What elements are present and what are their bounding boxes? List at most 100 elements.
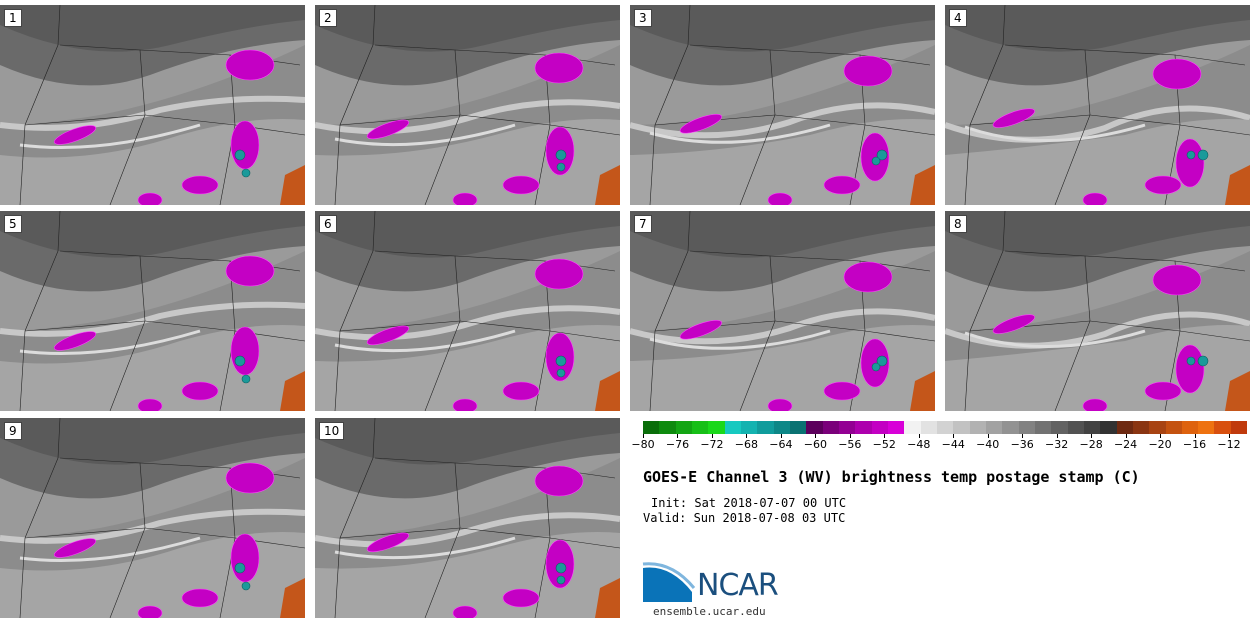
colorbar-tick-label: −64 bbox=[769, 438, 793, 451]
colorbar-tick-mark bbox=[643, 434, 644, 438]
colorbar bbox=[643, 421, 1248, 434]
wv-map bbox=[945, 5, 1250, 205]
colorbar-tick-mark bbox=[884, 434, 886, 438]
colorbar-swatch bbox=[887, 421, 905, 434]
colorbar-swatch bbox=[953, 421, 970, 434]
colorbar-swatch bbox=[1083, 421, 1101, 434]
colorbar-swatch bbox=[773, 421, 790, 434]
panel-label: 9 bbox=[4, 422, 22, 440]
stamp-panel: 1 bbox=[0, 5, 305, 205]
colorbar-swatch bbox=[1116, 421, 1133, 434]
panel-label: 3 bbox=[634, 9, 652, 27]
colorbar-tick-label: −20 bbox=[1148, 438, 1172, 451]
colorbar-tick-mark bbox=[677, 434, 679, 438]
colorbar-swatch bbox=[1002, 421, 1019, 434]
colorbar-swatch bbox=[1034, 421, 1052, 434]
panel-label: 4 bbox=[949, 9, 967, 27]
wv-map bbox=[315, 211, 620, 411]
colorbar-swatch bbox=[1165, 421, 1182, 434]
colorbar-tick-mark bbox=[918, 434, 920, 438]
stamp-panel: 3 bbox=[630, 5, 935, 205]
colorbar-tick-mark bbox=[1229, 434, 1230, 438]
wv-map bbox=[315, 5, 620, 205]
colorbar-tick-label: −76 bbox=[665, 438, 690, 451]
stamp-panel: 2 bbox=[315, 5, 620, 205]
colorbar-swatch bbox=[920, 421, 937, 434]
colorbar-swatch bbox=[1214, 421, 1231, 434]
colorbar-tick-label: −60 bbox=[803, 438, 827, 451]
colorbar-swatch bbox=[1132, 421, 1150, 434]
colorbar-swatch bbox=[822, 421, 839, 434]
colorbar-tick-label: −28 bbox=[1079, 438, 1103, 451]
colorbar-tick-mark bbox=[849, 434, 851, 438]
colorbar-swatch bbox=[1149, 421, 1166, 434]
colorbar-swatch bbox=[757, 421, 774, 434]
wv-map bbox=[630, 5, 935, 205]
wv-map bbox=[630, 211, 935, 411]
colorbar-tick-label: −12 bbox=[1217, 438, 1241, 451]
colorbar-tick-label: −48 bbox=[907, 438, 931, 451]
panel-label: 1 bbox=[4, 9, 22, 27]
colorbar-tick-label: −44 bbox=[941, 438, 965, 451]
colorbar-tick-mark bbox=[780, 434, 782, 438]
valid-time: Valid: Sun 2018-07-08 03 UTC bbox=[643, 511, 846, 525]
wv-map bbox=[0, 5, 305, 205]
colorbar-tick-label: −72 bbox=[700, 438, 724, 451]
colorbar-swatch bbox=[1051, 421, 1068, 434]
colorbar-swatch bbox=[740, 421, 758, 434]
wv-map bbox=[315, 418, 620, 618]
colorbar-swatch bbox=[724, 421, 741, 434]
colorbar-tick-label: −68 bbox=[734, 438, 759, 451]
colorbar-tick-mark bbox=[746, 434, 748, 438]
colorbar-swatch bbox=[871, 421, 888, 434]
colorbar-swatch bbox=[1018, 421, 1035, 434]
colorbar-swatch bbox=[806, 421, 823, 434]
colorbar-swatch bbox=[1067, 421, 1084, 434]
colorbar-tick-label: −56 bbox=[838, 438, 862, 451]
stamp-panel: 4 bbox=[945, 5, 1250, 205]
colorbar-swatch bbox=[643, 421, 660, 434]
colorbar-tick-label: −36 bbox=[1010, 438, 1034, 451]
colorbar-swatch bbox=[838, 421, 856, 434]
colorbar-tick-label: −52 bbox=[872, 438, 896, 451]
colorbar-tick-mark bbox=[711, 434, 713, 438]
colorbar-swatch bbox=[1230, 421, 1248, 434]
site-url: ensemble.ucar.edu bbox=[653, 605, 766, 618]
stamp-panel: 6 bbox=[315, 211, 620, 411]
colorbar-tick-mark bbox=[1022, 434, 1024, 438]
stamp-panel: 7 bbox=[630, 211, 935, 411]
colorbar-tick-mark bbox=[815, 434, 817, 438]
colorbar-swatch bbox=[691, 421, 709, 434]
colorbar-swatch bbox=[855, 421, 872, 434]
colorbar-ticks: −80 −76 −72 −68 −64 −60 −56 −52 −48 −44 −40 −36 −32−… bbox=[631, 434, 1247, 454]
panel-label: 7 bbox=[634, 215, 652, 233]
panel-label: 5 bbox=[4, 215, 22, 233]
logo-text: NCAR bbox=[697, 568, 779, 603]
colorbar-swatch bbox=[904, 421, 921, 434]
colorbar-tick-label: −24 bbox=[1113, 438, 1138, 451]
colorbar-swatch bbox=[1181, 421, 1199, 434]
colorbar-swatch bbox=[675, 421, 692, 434]
colorbar-swatch bbox=[789, 421, 807, 434]
colorbar-swatch bbox=[969, 421, 986, 434]
colorbar-tick-label: −32 bbox=[1045, 438, 1069, 451]
colorbar-tick-mark bbox=[953, 434, 955, 438]
stamp-panel: 5 bbox=[0, 211, 305, 411]
stamp-panel: 8 bbox=[945, 211, 1250, 411]
colorbar-swatch bbox=[985, 421, 1003, 434]
colorbar-tick-label: −16 bbox=[1182, 438, 1207, 451]
colorbar-swatch bbox=[936, 421, 954, 434]
colorbar-tick-mark bbox=[1125, 434, 1127, 438]
panel-label: 10 bbox=[319, 422, 345, 440]
colorbar-tick-mark bbox=[1160, 434, 1162, 438]
panel-label: 8 bbox=[949, 215, 967, 233]
colorbar-tick-mark bbox=[1056, 434, 1058, 438]
colorbar-tick-mark bbox=[987, 434, 989, 438]
wv-map bbox=[0, 418, 305, 618]
colorbar-swatch bbox=[1198, 421, 1215, 434]
colorbar-swatch bbox=[708, 421, 725, 434]
init-time: Init: Sat 2018-07-07 00 UTC bbox=[651, 496, 847, 510]
colorbar-tick-label: −40 bbox=[976, 438, 1000, 451]
colorbar-tick-mark bbox=[1091, 434, 1093, 438]
stamp-panel: 10 bbox=[315, 418, 620, 618]
